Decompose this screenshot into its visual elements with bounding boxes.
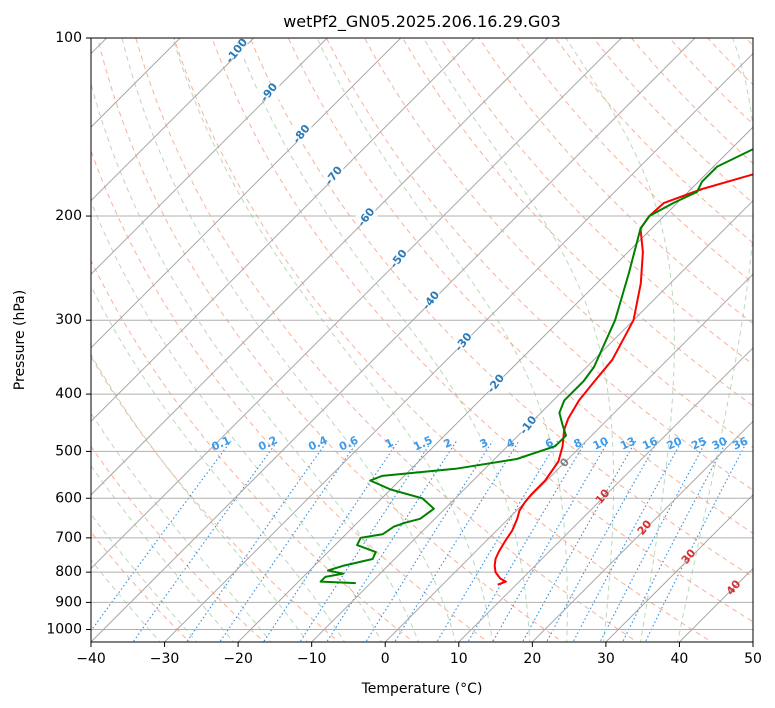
- mixing-ratio-line: [572, 440, 683, 642]
- moist-adiabat: [565, 38, 675, 642]
- moist-adiabat: [91, 353, 309, 642]
- x-tick-label: 50: [744, 651, 762, 667]
- mixing-ratio-label: 16: [640, 434, 660, 452]
- plot-frame: [90, 37, 754, 643]
- y-tick-label: 600: [55, 490, 82, 506]
- y-tick-label: 800: [55, 564, 82, 580]
- temperature-profile-line: [493, 173, 753, 586]
- x-axis-title: Temperature (°C): [361, 681, 483, 697]
- mixing-ratio-line: [326, 440, 458, 642]
- mixing-ratio-label: 30: [710, 434, 730, 452]
- x-tick-label: −10: [297, 651, 327, 667]
- isotherm-gridline: [91, 38, 549, 496]
- isotherm-gridline: [91, 38, 622, 570]
- isotherm-gridline: [91, 38, 255, 202]
- y-tick-label: 900: [55, 594, 82, 610]
- moist-adiabat: [121, 38, 457, 642]
- x-tick-label: −20: [223, 651, 253, 667]
- mixing-ratio-line: [262, 440, 399, 642]
- chart-title: wetPf2_GN05.2025.206.16.29.G03: [283, 12, 561, 32]
- x-tick-label: 0: [381, 651, 390, 667]
- isotherm-gridline: [237, 126, 753, 642]
- y-tick-label: 700: [55, 530, 82, 546]
- isotherm-gridline: [91, 38, 328, 275]
- y-tick-label: 200: [55, 208, 82, 224]
- mixing-ratio-label: 25: [689, 434, 708, 452]
- isotherm-gridline: [384, 273, 753, 642]
- y-tick-label: 1000: [46, 621, 82, 637]
- y-tick-label: 500: [55, 443, 82, 459]
- mixing-ratio-line: [545, 440, 659, 642]
- x-tick-label: 10: [450, 651, 468, 667]
- mixing-ratio-line: [132, 440, 279, 642]
- isotherm-gridline: [605, 494, 753, 642]
- x-tick-label: −40: [76, 651, 106, 667]
- x-tick-label: 40: [671, 651, 689, 667]
- isotherm-gridline: [91, 38, 475, 423]
- isotherm-gridline: [91, 38, 696, 642]
- mixing-ratio-line: [299, 440, 433, 642]
- dry-adiabat: [440, 38, 753, 365]
- mixing-ratio-label: 10: [591, 434, 611, 452]
- isotherm-gridline: [458, 347, 753, 642]
- mixing-ratio-label: 13: [618, 434, 637, 452]
- dry-adiabat: [325, 38, 753, 491]
- mixing-ratio-line: [365, 440, 494, 642]
- moist-adiabat: [91, 464, 235, 642]
- mixing-ratio-label: 36: [731, 434, 751, 452]
- y-axis-title: Pressure (hPa): [12, 290, 28, 390]
- moist-adiabat: [91, 285, 346, 642]
- mixing-ratio-line: [436, 440, 559, 642]
- x-tick-label: 30: [597, 651, 615, 667]
- moist-adiabat: [423, 38, 615, 642]
- moist-adiabat: [316, 38, 568, 642]
- moist-adiabat: [172, 38, 494, 642]
- mixing-ratio-line: [492, 440, 610, 642]
- y-tick-label: 300: [55, 312, 82, 328]
- y-tick-label: 100: [55, 30, 82, 46]
- dewpoint-profile-line: [319, 148, 753, 585]
- moist-adiabat: [91, 559, 161, 642]
- mixing-ratio-line: [394, 440, 520, 642]
- dry-adiabat: [402, 38, 753, 407]
- mixing-ratio-line: [599, 440, 707, 642]
- dry-adiabat: [287, 38, 753, 534]
- mixing-ratio-label: 20: [665, 434, 685, 452]
- x-tick-label: −30: [150, 651, 180, 667]
- y-tick-label: 400: [55, 386, 82, 402]
- dry-adiabat: [249, 38, 753, 578]
- isotherm-gridline: [311, 199, 753, 642]
- x-tick-label: 20: [523, 651, 541, 667]
- isotherm-gridline: [531, 420, 753, 642]
